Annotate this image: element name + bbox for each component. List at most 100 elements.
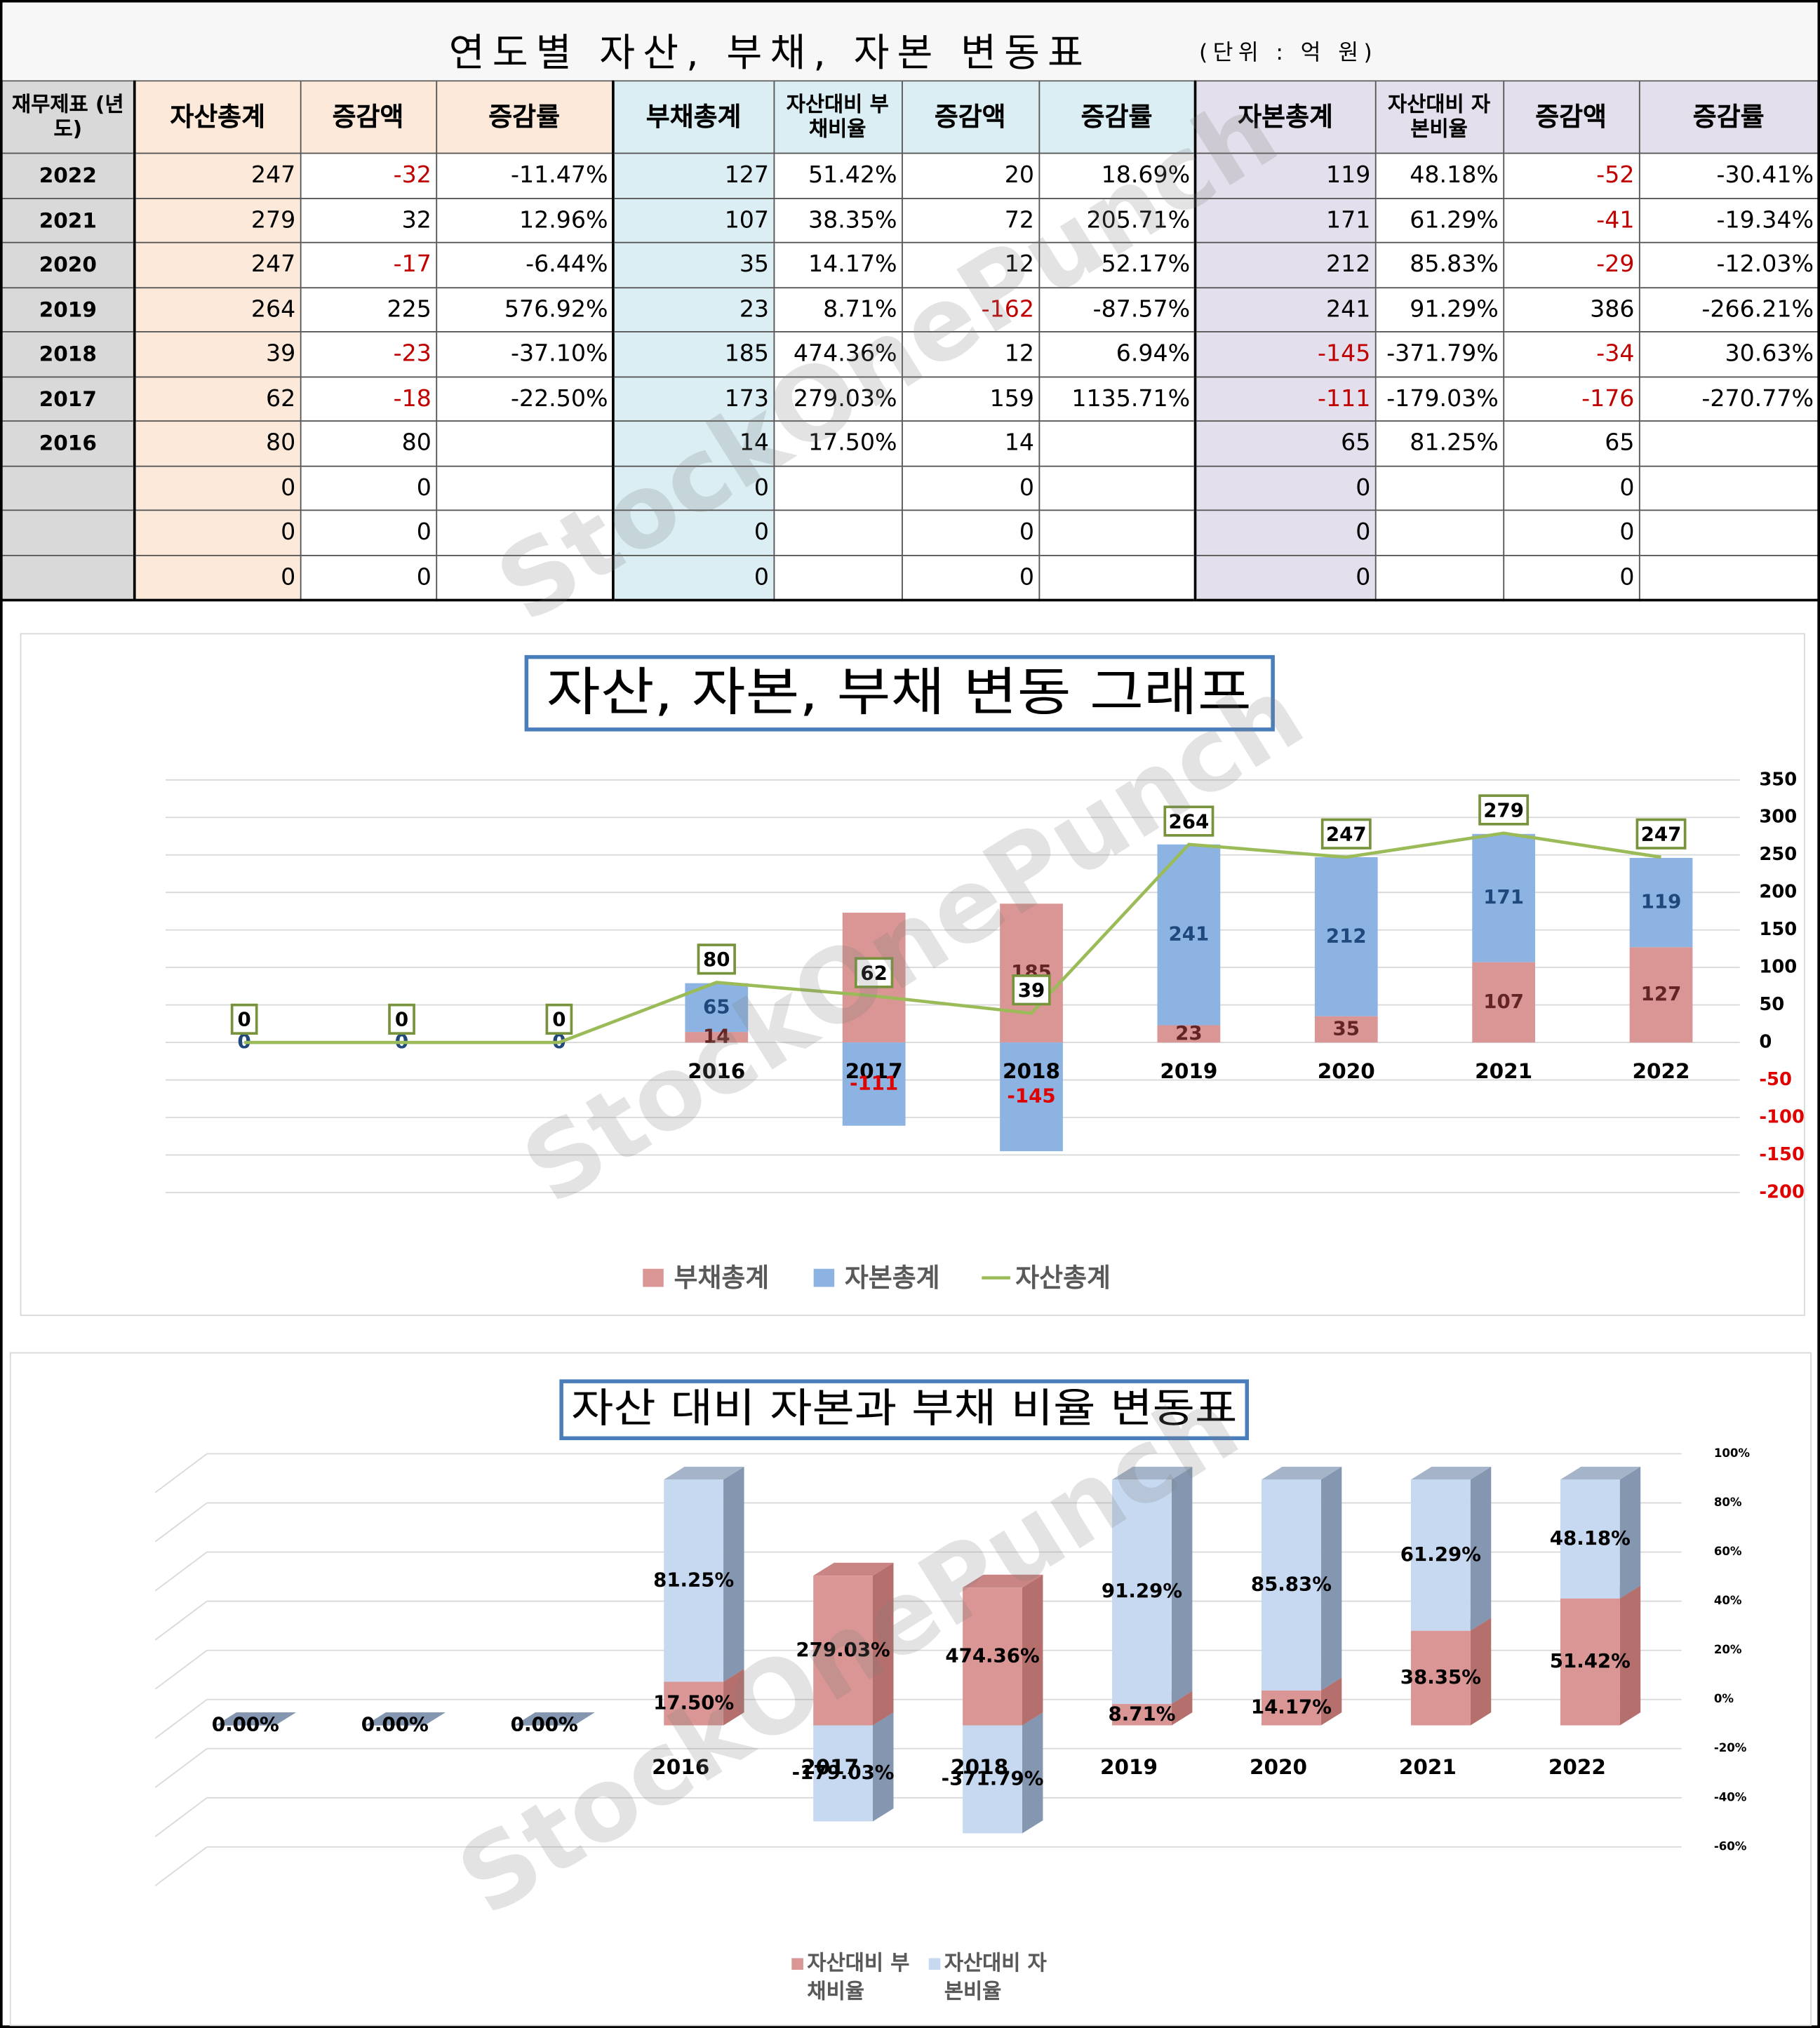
table-cell: 173 [612,375,775,422]
grid-line [154,1551,208,1592]
table-cell: 39 [133,331,301,377]
table-cell: -19.34% [1638,197,1820,243]
data-label: 0.00% [212,1713,279,1736]
data-label: 474.36% [945,1644,1039,1667]
bar-top [813,1562,894,1576]
bar-front [1560,1479,1620,1599]
data-label: 247 [1326,823,1367,846]
title-row: 연도별 자산, 부채, 자본 변동표 (단위 : 억 원) [0,0,1820,82]
table-cell: 1135.71% [1038,375,1196,422]
bar-side [872,1712,894,1822]
x-tick-label: 2017 [845,1059,903,1083]
table-cell: 81.25% [1374,420,1504,466]
table-cell [772,554,902,600]
legend-item: 자산대비 자본비율 [944,1950,1047,2003]
chart-frame [9,1352,1812,2027]
data-label: 17.50% [653,1691,734,1714]
y-tick-label: -150 [1759,1144,1805,1165]
legend-label: 자산대비 부채비율 [807,1950,910,2003]
y-tick-label: 100% [1714,1446,1751,1460]
legend-label: 자산대비 자본비율 [944,1950,1047,2003]
table-cell: 0 [133,554,301,600]
table-cell: -32 [299,152,437,199]
table-cell: 85.83% [1374,241,1504,288]
x-tick-label: 2022 [1548,1755,1606,1779]
chart-title: 자산, 자본, 부채 변동 그래프 [547,663,1252,723]
table-cell [1638,509,1820,556]
table-cell [1038,420,1196,466]
y-tick-label: 100 [1759,957,1797,978]
x-tick-label: 2020 [1250,1755,1307,1779]
table-cell: 52.17% [1038,241,1196,288]
grid-line [154,1797,208,1837]
y-tick-label: -20% [1714,1741,1747,1754]
y-tick-label: 40% [1714,1594,1742,1607]
table-cell [1374,464,1504,511]
data-label: 0 [238,1008,251,1031]
y-tick-label: 20% [1714,1643,1742,1656]
data-label: 23 [1175,1021,1202,1045]
label-box [1012,974,1051,1006]
header-cell: 자산총계 [133,80,301,154]
data-label: 62 [860,961,887,984]
table-cell: 20 [901,152,1040,199]
bar [1000,904,1063,1043]
y-tick-label: 350 [1759,769,1797,790]
data-label: 212 [1326,924,1367,947]
table-cell: 241 [1193,286,1376,333]
table-cell: 80 [133,420,301,466]
table-cell: 474.36% [772,331,902,377]
header-row: 재무제표 (년도) 자산총계 증감액 증감률 부채총계 자산대비 부채비율 증감액 증감률 자본… [0,80,1820,154]
bar [1314,1016,1378,1043]
data-label: 0.00% [361,1713,429,1736]
table-cell: -37.10% [435,331,614,377]
legend-label: 자산총계 [1015,1263,1111,1293]
table-cell: -34 [1502,331,1640,377]
table-cell [435,420,614,466]
data-label: 39 [1018,979,1045,1002]
table-cell: -18 [299,375,437,422]
bar-front [664,1479,724,1682]
bar-front [1410,1630,1471,1726]
chart-1: -200-150-100-500501001502002503003502016… [165,769,1805,1293]
header-cell: 증감액 [1502,80,1640,154]
data-label: 35 [1333,1016,1360,1040]
bar [1472,962,1536,1043]
table-cell: 12 [901,241,1040,288]
y-tick-label: -100 [1759,1106,1805,1127]
table-cell [1374,554,1504,600]
table-cell [0,509,135,556]
table-cell: -41 [1502,197,1640,243]
data-label: 65 [703,995,730,1018]
bar-side [1022,1712,1043,1834]
table-cell: 0 [1193,509,1376,556]
data-label: 0 [395,1008,408,1031]
data-label: -371.79% [942,1767,1044,1790]
table-cell: 279.03% [772,375,902,422]
table-cell: 2017 [0,375,135,422]
data-label: 0 [238,1030,251,1053]
y-tick-label: -60% [1714,1839,1747,1853]
bar [1157,844,1221,1026]
table-cell: 0 [299,509,437,556]
table-cell: 18.69% [1038,152,1196,199]
bar [1157,1025,1221,1043]
bar-side [1320,1466,1342,1691]
data-row: 2022 247 -32 -11.47% 127 51.42% 20 18.69% 119 48.… [0,152,1820,199]
bar-side [723,1669,744,1726]
x-tick-label: 2020 [1318,1059,1375,1083]
bar-front [664,1681,724,1726]
label-box [388,1003,415,1035]
bar-side [1320,1677,1342,1726]
bar [685,1032,749,1043]
table-cell: -30.41% [1638,152,1820,199]
bar-side [1619,1585,1641,1726]
bar-front [1262,1479,1321,1691]
data-row: 2018 39 -23 -37.10% 185 474.36% 12 6.94% -145 -37… [0,331,1820,377]
data-row: 2016 80 80 14 17.50% 14 65 81.25% 65 [0,420,1820,466]
table-cell: 12 [901,331,1040,377]
bar-side [1022,1574,1043,1726]
table-cell: -12.03% [1638,241,1820,288]
